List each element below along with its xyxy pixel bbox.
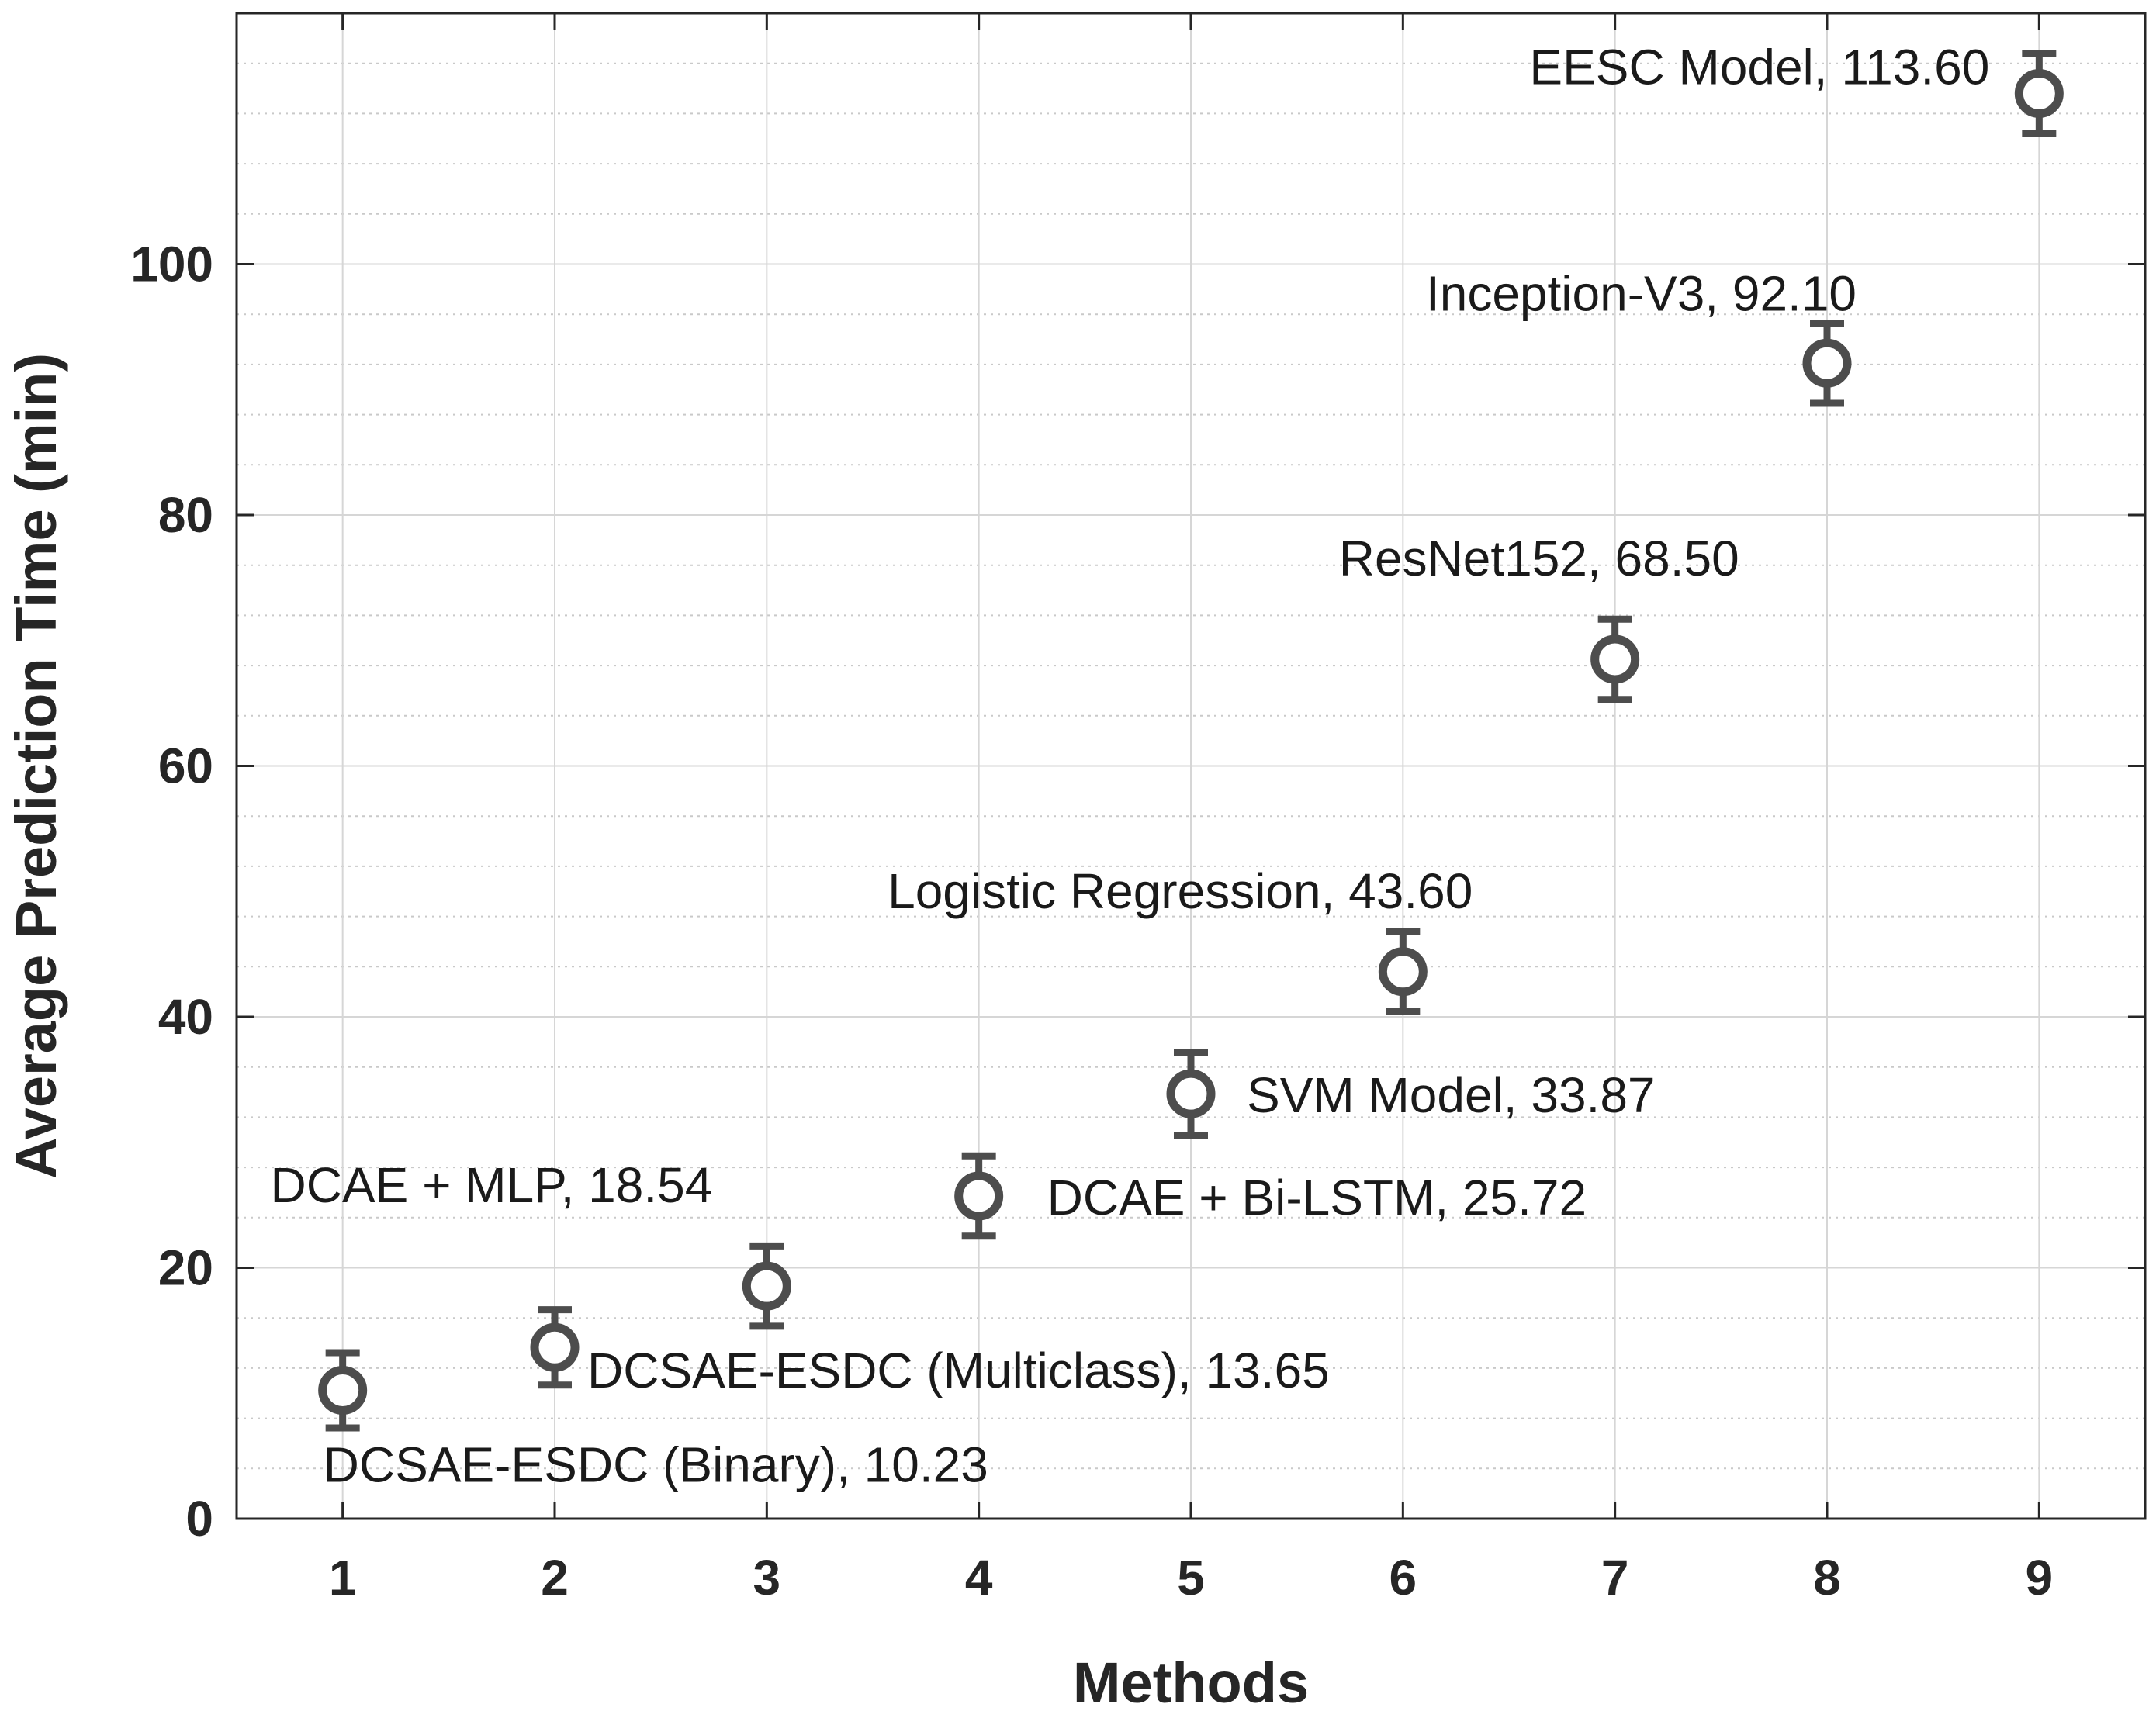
y-tick-label: 100: [130, 237, 213, 292]
data-label: Inception-V3, 92.10: [1426, 265, 1857, 321]
grid: [237, 13, 2145, 1519]
point-labels: DCSAE-ESDC (Binary), 10.23 DCSAE-ESDC (Mu…: [271, 40, 1990, 1493]
data-label: DCAE + Bi-LSTM, 25.72: [1047, 1170, 1587, 1225]
data-point: [742, 1261, 791, 1311]
x-tick-label: 8: [1813, 1550, 1841, 1606]
data-point: [2014, 69, 2064, 119]
y-tick-label: 20: [158, 1240, 213, 1296]
data-point: [1166, 1069, 1216, 1118]
markers: [318, 50, 2064, 1432]
data-point: [1590, 634, 1640, 684]
x-tick-label: 9: [2026, 1550, 2054, 1606]
x-tick-label: 2: [541, 1550, 569, 1606]
data-point: [318, 1366, 368, 1416]
data-point: [1802, 338, 1852, 388]
y-tick-label: 40: [158, 989, 213, 1045]
x-tick-label: 7: [1601, 1550, 1629, 1606]
data-label: Logistic Regression, 43.60: [888, 863, 1473, 919]
data-label: DCSAE-ESDC (Multiclass), 13.65: [587, 1343, 1330, 1398]
data-label: ResNet152, 68.50: [1339, 531, 1739, 586]
data-point: [1378, 947, 1428, 997]
data-label: DCSAE-ESDC (Binary), 10.23: [324, 1437, 988, 1493]
x-axis-title: Methods: [1073, 1651, 1309, 1715]
x-tick-label: 3: [753, 1550, 781, 1606]
y-tick-label: 80: [158, 487, 213, 543]
x-tick-label: 1: [329, 1550, 357, 1606]
data-label: DCAE + MLP, 18.54: [271, 1157, 713, 1213]
y-tick-label: 0: [185, 1491, 213, 1547]
x-tick-label: 4: [965, 1550, 993, 1606]
data-point: [530, 1322, 580, 1372]
y-axis-title: Average Prediction Time (min): [4, 353, 68, 1179]
ticks: 0 20 40 60 80 100 1 2 3 4 5 6 7 8 9: [130, 13, 2145, 1606]
y-tick-label: 60: [158, 738, 213, 794]
data-label: EESC Model, 113.60: [1529, 40, 1989, 95]
data-point: [954, 1171, 1004, 1221]
x-tick-label: 6: [1389, 1550, 1417, 1606]
x-tick-label: 5: [1177, 1550, 1205, 1606]
data-label: SVM Model, 33.87: [1247, 1067, 1656, 1123]
